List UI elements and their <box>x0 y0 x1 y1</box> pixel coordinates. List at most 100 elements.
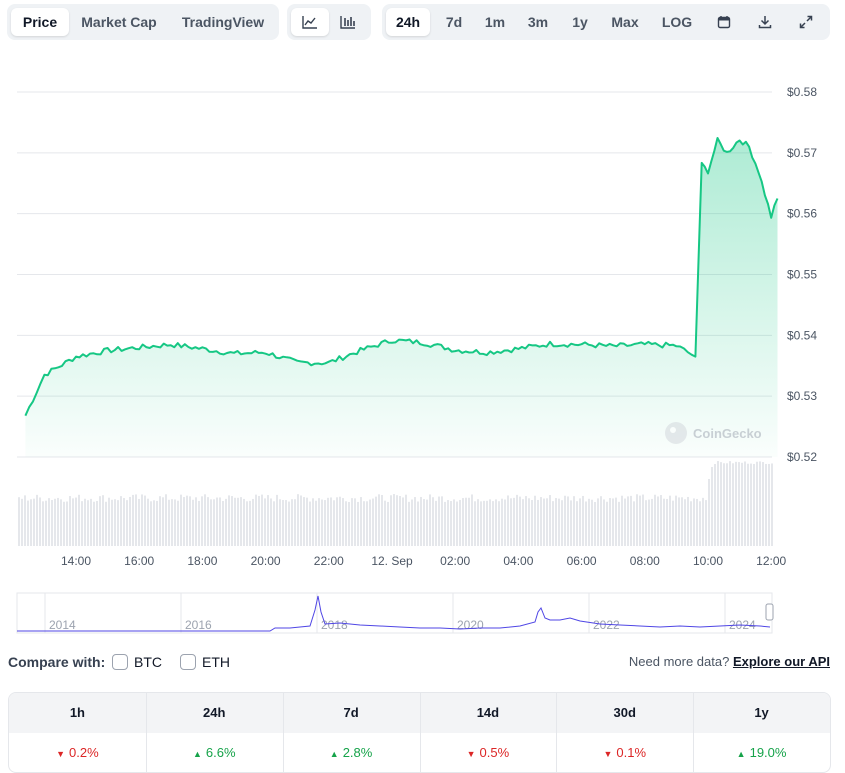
volume-bar <box>426 499 428 546</box>
tab-trading-view[interactable]: TradingView <box>181 14 265 30</box>
volume-bar <box>138 498 140 546</box>
volume-bar <box>303 497 305 546</box>
download-icon[interactable] <box>748 8 782 36</box>
range-3m[interactable]: 3m <box>527 14 549 30</box>
volume-bar <box>450 501 452 546</box>
volume-bar <box>621 495 623 546</box>
volume-bar <box>693 498 695 546</box>
volume-bar <box>495 499 497 546</box>
eth-checkbox[interactable] <box>180 654 196 670</box>
volume-bar <box>702 497 704 546</box>
y-tick-label: $0.52 <box>787 450 817 464</box>
btc-label: BTC <box>134 654 162 670</box>
volume-bar <box>117 500 119 546</box>
volume-bar <box>27 500 29 546</box>
caret-up-icon: ▲ <box>736 749 746 759</box>
volume-bar <box>102 495 104 546</box>
column-divider <box>693 693 695 772</box>
tab-market-cap[interactable]: Market Cap <box>81 14 157 30</box>
volume-bar <box>699 501 701 546</box>
volume-bar <box>750 463 752 546</box>
volume-bar <box>201 496 203 546</box>
line-chart-icon[interactable] <box>291 8 329 36</box>
header-30d: 30d <box>613 705 636 720</box>
calendar-icon[interactable] <box>707 8 741 36</box>
range-1y[interactable]: 1y <box>572 14 588 30</box>
volume-bar <box>72 498 74 546</box>
volume-bar <box>714 463 716 546</box>
volume-bar <box>396 495 398 546</box>
y-axis: $0.58 $0.57 $0.56 $0.55 $0.54 $0.53 $0.52 <box>787 85 817 464</box>
volume-bar <box>498 501 500 546</box>
volume-bar <box>549 495 551 546</box>
volume-bar <box>156 500 158 546</box>
volume-bar <box>213 499 215 546</box>
header-1y: 1y <box>754 705 769 720</box>
volume-bar <box>135 494 137 546</box>
volume-bar <box>588 498 590 546</box>
tab-price[interactable]: Price <box>11 8 69 36</box>
volume-bar <box>312 498 314 546</box>
x-tick-label: 18:00 <box>187 554 217 568</box>
volume-bar <box>552 501 554 546</box>
x-tick-label: 02:00 <box>440 554 470 568</box>
volume-bar <box>468 497 470 546</box>
volume-bar <box>609 498 611 546</box>
volume-bar <box>243 498 245 546</box>
volume-bar <box>180 494 182 546</box>
header-7d: 7d <box>343 705 359 720</box>
price-chart[interactable]: $0.58 $0.57 $0.56 $0.55 $0.54 $0.53 $0.52 14:0… <box>0 60 845 590</box>
navigator-handle[interactable] <box>765 603 774 621</box>
volume-bar <box>126 500 128 546</box>
volume-bar <box>612 498 614 546</box>
volume-bar <box>336 497 338 546</box>
compare-btc[interactable]: BTC <box>112 654 162 670</box>
volume-bar <box>675 495 677 546</box>
volume-bar <box>18 497 20 546</box>
compare-eth[interactable]: ETH <box>180 654 230 670</box>
volume-bar <box>534 495 536 546</box>
x-tick-label: 22:00 <box>314 554 344 568</box>
range-7d[interactable]: 7d <box>445 14 463 30</box>
volume-bar <box>438 496 440 546</box>
caret-down-icon: ▼ <box>603 749 613 759</box>
range-24h[interactable]: 24h <box>386 8 430 36</box>
y-tick-label: $0.55 <box>787 268 817 282</box>
range-max[interactable]: Max <box>611 14 639 30</box>
column-divider <box>282 693 284 772</box>
volume-bar <box>462 498 464 546</box>
volume-bar <box>399 495 401 546</box>
volume-bar <box>390 495 392 546</box>
range-log[interactable]: LOG <box>661 14 693 30</box>
volume-bar <box>330 497 332 546</box>
expand-icon[interactable] <box>789 8 823 36</box>
volume-bar <box>36 494 38 546</box>
volume-bar <box>30 499 32 546</box>
explore-api-link[interactable]: Explore our API <box>732 654 830 669</box>
volume-bar <box>729 461 731 546</box>
candlestick-chart-icon[interactable] <box>329 8 367 36</box>
volume-bar <box>645 500 647 546</box>
volume-bar <box>288 501 290 546</box>
volume-bar <box>309 501 311 546</box>
btc-checkbox[interactable] <box>112 654 128 670</box>
volume-bar <box>267 495 269 546</box>
volume-bar <box>378 494 380 546</box>
range-1m[interactable]: 1m <box>484 14 506 30</box>
volume-bar <box>276 494 278 546</box>
volume-bar <box>51 499 53 546</box>
volume-bar <box>471 494 473 546</box>
volume-bar <box>639 495 641 546</box>
volume-bar <box>672 500 674 546</box>
volume-bar <box>429 494 431 546</box>
volume-bar <box>579 498 581 546</box>
volume-bar <box>567 496 569 546</box>
volume-bar <box>240 497 242 546</box>
range-navigator[interactable]: 2014 2016 2018 2020 2022 2024 <box>0 590 845 640</box>
volume-bar <box>348 501 350 546</box>
volume-bar <box>411 499 413 546</box>
volume-bar <box>615 497 617 546</box>
volume-bar <box>573 496 575 546</box>
volume-bar <box>252 498 254 546</box>
volume-bar <box>723 463 725 546</box>
